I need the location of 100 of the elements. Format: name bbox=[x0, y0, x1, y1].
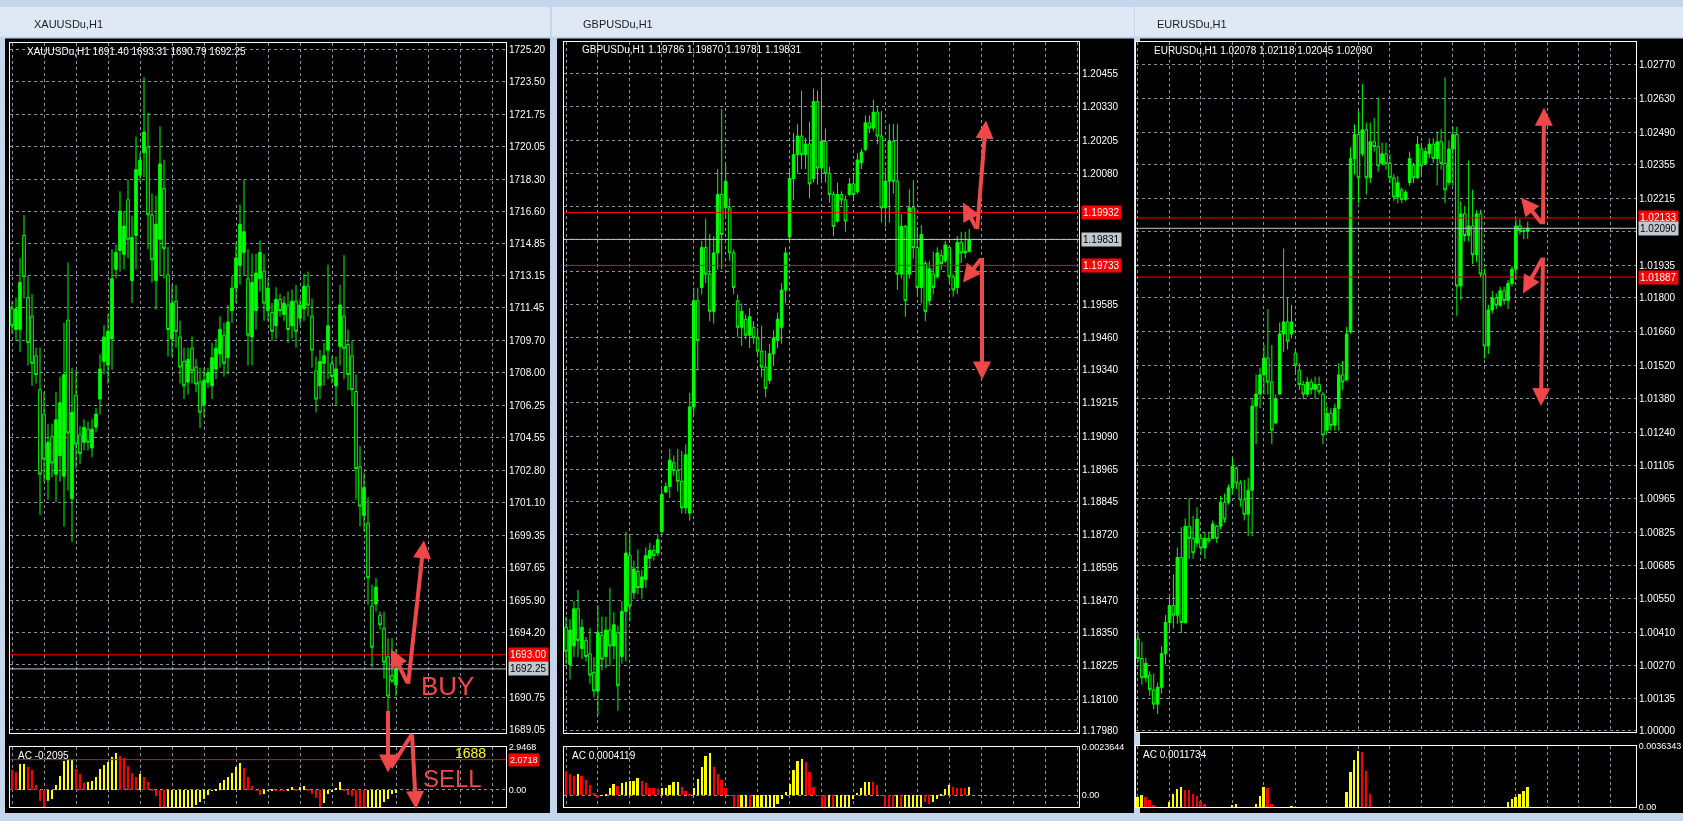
bar bbox=[27, 766, 29, 790]
bar bbox=[31, 769, 33, 790]
y-tick-label: 1.01800 bbox=[1639, 292, 1676, 304]
bar bbox=[1180, 786, 1182, 807]
bar bbox=[175, 789, 177, 807]
bar bbox=[23, 763, 25, 790]
y-tick-label: 1.00685 bbox=[1639, 560, 1676, 572]
y-tick-label: 1701.10 bbox=[509, 496, 546, 508]
bar bbox=[876, 784, 878, 795]
bar bbox=[135, 776, 137, 790]
bar bbox=[688, 793, 691, 796]
bar bbox=[565, 770, 567, 795]
candlestick bbox=[334, 356, 338, 407]
y-tick-label: 1709.70 bbox=[509, 335, 546, 347]
bar bbox=[737, 794, 739, 807]
candlestick bbox=[847, 177, 852, 197]
bar bbox=[387, 789, 389, 799]
bar bbox=[621, 782, 623, 795]
y-tick-label: 1.20330 bbox=[1082, 101, 1119, 113]
bar bbox=[199, 789, 201, 802]
y-tick-label: 1704.55 bbox=[509, 432, 546, 444]
y-tick-label: 1.17980 bbox=[1082, 725, 1119, 737]
y-tick-label: 1725.20 bbox=[509, 43, 546, 55]
bar bbox=[99, 768, 101, 790]
bar bbox=[892, 794, 894, 807]
candlestick bbox=[1313, 376, 1317, 400]
y-tick-label: 1.02770 bbox=[1639, 59, 1676, 71]
y-tick-label: 1699.35 bbox=[509, 529, 546, 541]
bar bbox=[391, 789, 393, 794]
bar bbox=[167, 789, 169, 807]
bar bbox=[347, 789, 349, 795]
annotation: SELL bbox=[423, 765, 482, 792]
bar bbox=[828, 794, 830, 807]
bar bbox=[824, 794, 826, 807]
bar bbox=[896, 794, 898, 807]
bar bbox=[745, 794, 747, 807]
bar bbox=[179, 789, 181, 807]
bar bbox=[87, 781, 89, 790]
bar bbox=[920, 794, 922, 807]
bar bbox=[75, 768, 77, 790]
bar bbox=[1184, 789, 1186, 807]
bar bbox=[577, 773, 579, 795]
bar bbox=[740, 794, 743, 807]
bar bbox=[888, 794, 890, 807]
chart-title: AC -0.2095 bbox=[18, 750, 70, 761]
ref-line-label: 1.19831 bbox=[1083, 234, 1120, 245]
ref-line-label: 1.19932 bbox=[1083, 207, 1120, 218]
bar bbox=[263, 789, 265, 794]
bar bbox=[840, 794, 842, 807]
y-tick-label: 0.00 bbox=[1081, 790, 1100, 801]
bar bbox=[171, 789, 173, 807]
bar bbox=[243, 767, 245, 790]
bar bbox=[247, 776, 249, 790]
y-tick-label: 1.19090 bbox=[1082, 430, 1119, 442]
bar bbox=[67, 759, 69, 790]
bar bbox=[63, 760, 65, 790]
y-tick-label: 1702.80 bbox=[509, 465, 546, 477]
annotation: BUY bbox=[421, 671, 475, 701]
bar bbox=[315, 789, 317, 798]
bar bbox=[924, 794, 926, 802]
candlestick bbox=[274, 286, 278, 340]
bar bbox=[1199, 800, 1202, 807]
ref-line-label: 1693.00 bbox=[510, 649, 547, 660]
candlestick bbox=[1443, 76, 1447, 204]
y-tick-label: 1690.75 bbox=[509, 691, 546, 703]
bar bbox=[15, 771, 17, 790]
bar bbox=[821, 794, 823, 807]
bar bbox=[609, 787, 611, 795]
bar bbox=[668, 784, 671, 795]
bar bbox=[1369, 793, 1371, 807]
bar bbox=[1152, 804, 1155, 807]
chart-title: GBPUSDu,H1 bbox=[583, 18, 653, 30]
ref-line-label: 1.02090 bbox=[1640, 223, 1677, 234]
bar bbox=[956, 787, 958, 795]
bar bbox=[569, 773, 571, 795]
bar bbox=[636, 777, 639, 795]
bar bbox=[968, 786, 970, 795]
bar bbox=[239, 762, 241, 790]
chart-subtitle: GBPUSDu,H1 1.19786 1.19870 1.19781 1.19831 bbox=[582, 44, 802, 55]
y-tick-label: 1.19215 bbox=[1082, 397, 1119, 409]
y-tick-label: 1.01520 bbox=[1639, 359, 1676, 371]
candlestick bbox=[660, 488, 664, 535]
y-tick-label: 1.00000 bbox=[1639, 725, 1676, 737]
bar bbox=[1353, 759, 1355, 807]
bar bbox=[785, 791, 787, 795]
bar bbox=[351, 789, 353, 796]
bar bbox=[1231, 804, 1233, 807]
bar bbox=[964, 787, 966, 795]
bar bbox=[648, 787, 651, 795]
y-tick-label: 1.18845 bbox=[1082, 495, 1119, 507]
bar bbox=[395, 789, 397, 793]
bar bbox=[860, 787, 862, 795]
y-tick-label: 1695.90 bbox=[509, 594, 546, 606]
annotation: 1688 bbox=[455, 745, 487, 761]
bar bbox=[776, 794, 779, 804]
bar bbox=[665, 787, 667, 795]
bar bbox=[1514, 796, 1517, 807]
bar bbox=[1144, 796, 1147, 807]
bar bbox=[1511, 798, 1513, 807]
bar bbox=[753, 794, 755, 807]
